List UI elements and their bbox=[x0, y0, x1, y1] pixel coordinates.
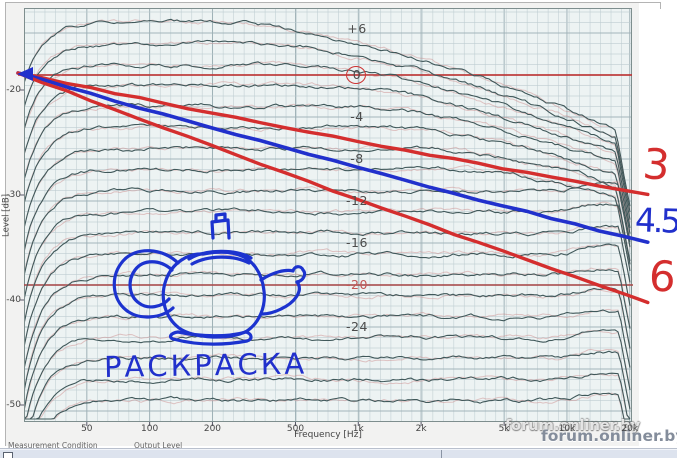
x-tick-label: 200 bbox=[203, 424, 222, 434]
handwritten-slope-6: 6 bbox=[647, 251, 677, 302]
x-tick-label: 100 bbox=[141, 424, 159, 434]
y-tick-label: -20 bbox=[6, 85, 21, 95]
handwritten-slope-3: 3 bbox=[640, 138, 672, 191]
footer-measurement-condition-label: Measurement Condition bbox=[8, 441, 98, 450]
inner-db-label: -4 bbox=[350, 109, 364, 124]
x-tick-label: 50 bbox=[81, 424, 93, 434]
x-tick-label: 20k bbox=[621, 424, 639, 434]
doodle-caption: РАСКРАСКА bbox=[103, 346, 308, 385]
inner-db-label: +6 bbox=[347, 21, 367, 36]
inner-db-label: -24 bbox=[346, 319, 368, 334]
bottom-panel-divider bbox=[441, 450, 442, 458]
x-tick-label: 1k bbox=[352, 424, 364, 434]
x-tick-label: 2k bbox=[415, 424, 427, 434]
x-tick-label: 10k bbox=[558, 424, 576, 434]
watermark-upper: forum.onliner.by bbox=[505, 418, 641, 434]
watermark-lower: forum.onliner.by bbox=[541, 427, 677, 445]
inner-db-label: -20 bbox=[346, 277, 368, 292]
zero-db-circle-annotation bbox=[346, 66, 366, 84]
bottom-panel-highlight bbox=[0, 449, 677, 450]
inner-db-label: -12 bbox=[346, 193, 368, 208]
window-top-edge bbox=[5, 2, 660, 3]
y-tick-label: -40 bbox=[6, 295, 21, 305]
bottom-panel-strip bbox=[0, 448, 677, 458]
inner-db-label: -16 bbox=[346, 235, 368, 250]
x-tick-label: 5k bbox=[498, 424, 510, 434]
inner-db-label: -8 bbox=[350, 151, 364, 166]
handwritten-slope-4-5: 4.5 bbox=[634, 200, 677, 241]
x-tick-label: 500 bbox=[286, 424, 305, 434]
y-tick-label: -30 bbox=[6, 190, 21, 200]
window-edge-stub bbox=[660, 2, 661, 9]
y-tick-label: -50 bbox=[6, 400, 21, 410]
footer-output-level-label: Output Level bbox=[134, 441, 183, 450]
inner-db-label: 0 bbox=[352, 67, 362, 82]
footer-checkbox[interactable] bbox=[3, 452, 13, 458]
x-axis-title: Frequency [Hz] bbox=[294, 430, 362, 440]
